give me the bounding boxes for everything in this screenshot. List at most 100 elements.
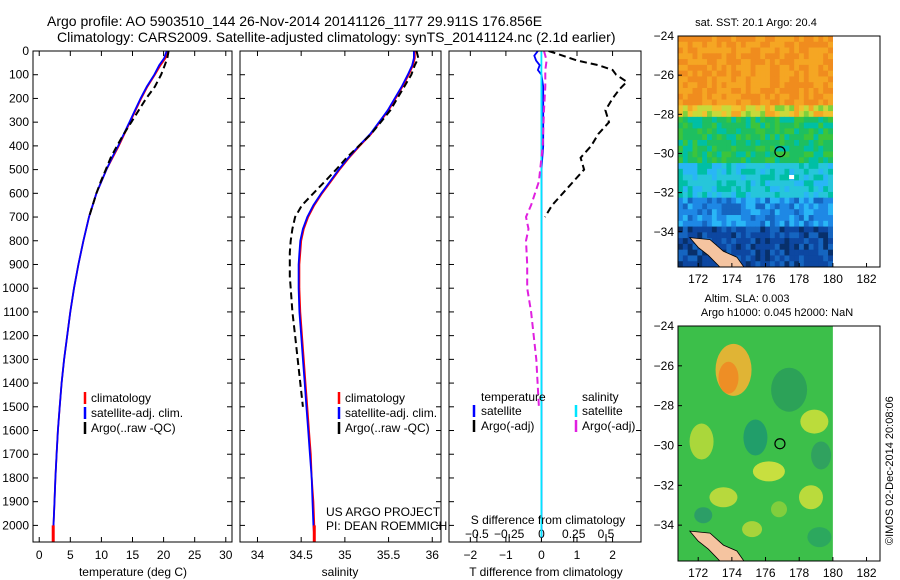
sst-cell	[769, 99, 776, 106]
sst-cell	[740, 122, 747, 129]
sst-cell	[794, 197, 800, 204]
sst-cell	[736, 180, 742, 187]
sst-cell	[716, 168, 722, 176]
sst-cell	[803, 76, 810, 83]
sst-cell	[789, 243, 795, 251]
sst-cell	[702, 197, 708, 204]
sst-cell	[697, 157, 703, 164]
sst-cell	[731, 134, 737, 141]
sst-cell	[828, 220, 833, 227]
sst-map-panel: sat. SST: 20.1 Argo: 20.4 172 174 176 178 18…	[654, 17, 881, 286]
sst-cell	[774, 180, 781, 187]
sst-cell	[774, 243, 781, 251]
sst-cell	[818, 93, 824, 100]
sst-cell	[803, 145, 810, 152]
sst-cell	[750, 47, 756, 54]
sst-cell	[818, 36, 824, 43]
series-line-argo-raw-qc-	[88, 51, 170, 218]
sst-cell	[692, 191, 698, 199]
sst-cell	[755, 186, 761, 193]
sst-cell	[765, 215, 771, 222]
sst-cell	[774, 215, 781, 222]
sst-cell	[745, 255, 751, 262]
sst-cell	[808, 47, 814, 54]
sst-cell	[784, 180, 790, 187]
sst-cell	[682, 70, 689, 77]
series-line-climatology	[298, 51, 416, 538]
sst-cell	[750, 215, 756, 222]
sst-cell	[682, 53, 689, 60]
sst-cell	[678, 64, 684, 72]
sst-cell	[745, 180, 751, 187]
sst-cell	[769, 255, 776, 262]
sst-cell	[760, 128, 766, 135]
sst-cell	[779, 128, 785, 135]
sst-cell	[745, 82, 751, 89]
sst-cell	[750, 99, 756, 106]
sst-cell	[755, 163, 761, 170]
sst-cell	[818, 145, 824, 152]
sst-cell	[823, 191, 829, 199]
map-x-tick-label: 174	[722, 272, 742, 286]
sst-cell	[736, 168, 742, 176]
sst-cell	[784, 191, 790, 199]
sst-cell	[784, 70, 790, 77]
sst-cell	[697, 76, 703, 83]
sst-cell	[769, 151, 776, 158]
sst-cell	[803, 226, 810, 233]
sla-anomaly-blob	[694, 507, 713, 524]
sst-cell	[760, 134, 766, 141]
sst-cell	[755, 47, 761, 54]
sst-cell	[682, 226, 689, 233]
sst-cell	[745, 70, 751, 77]
sst-cell	[721, 116, 727, 124]
sst-cell	[692, 255, 698, 262]
sst-cell	[687, 197, 693, 204]
sst-cell	[794, 47, 800, 54]
sst-cell	[808, 215, 814, 222]
sst-cell	[823, 128, 829, 135]
y-tick-label: 0	[22, 44, 29, 58]
sst-cell	[828, 151, 833, 158]
sst-cell	[813, 226, 819, 233]
series-line-satellite-adj-clim-	[297, 51, 415, 538]
sst-cell	[687, 261, 693, 267]
sst-cell	[813, 53, 819, 60]
sst-cell	[740, 64, 747, 72]
sst-cell	[692, 226, 698, 233]
sst-cell	[794, 111, 800, 118]
sst-cell	[702, 41, 708, 48]
sst-cell	[707, 134, 713, 141]
sst-cell	[808, 145, 814, 152]
sst-cell	[779, 209, 785, 216]
sst-cell	[808, 111, 814, 118]
sst-cell	[803, 111, 810, 118]
sst-cell	[774, 197, 781, 204]
sst-cell	[808, 191, 814, 199]
sst-cell	[784, 36, 790, 43]
sst-cell	[702, 99, 708, 106]
sst-cell	[702, 53, 708, 60]
sst-cell	[808, 220, 814, 227]
salinity-xlabel: salinity	[322, 565, 359, 579]
sst-cell	[760, 53, 766, 60]
sst-cell	[702, 59, 708, 66]
sst-cell	[765, 76, 771, 83]
sst-cell	[808, 64, 814, 72]
sst-cell	[682, 180, 689, 187]
sst-cell	[755, 36, 761, 43]
temperature-axes-frame	[32, 50, 233, 543]
sst-cell	[823, 105, 829, 112]
sst-cell	[736, 174, 742, 181]
sst-cell	[716, 151, 722, 158]
sst-cell	[697, 168, 703, 176]
sst-cell	[687, 157, 693, 164]
sst-cell	[731, 122, 737, 129]
y-tick-label: 500	[9, 163, 29, 177]
sst-cell	[731, 116, 737, 124]
sst-cell	[716, 157, 722, 164]
sst-cell	[726, 168, 732, 176]
sst-cell	[818, 232, 824, 239]
sst-cell	[769, 111, 776, 118]
sst-cell	[765, 186, 771, 193]
